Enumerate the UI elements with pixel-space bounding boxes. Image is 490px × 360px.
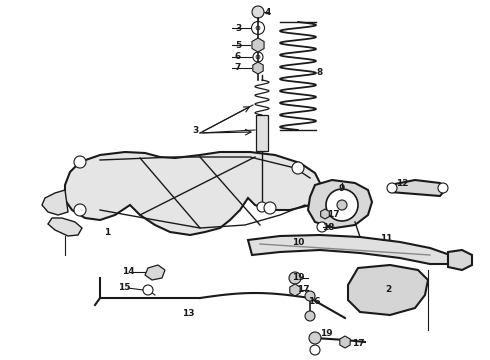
Text: 14: 14 bbox=[122, 267, 134, 276]
Circle shape bbox=[74, 204, 86, 216]
Text: 7: 7 bbox=[235, 63, 241, 72]
Text: 17: 17 bbox=[296, 285, 309, 294]
Polygon shape bbox=[340, 336, 350, 348]
Circle shape bbox=[387, 183, 397, 193]
Polygon shape bbox=[290, 284, 300, 296]
Text: 3: 3 bbox=[235, 23, 241, 32]
Circle shape bbox=[256, 26, 260, 30]
Polygon shape bbox=[252, 38, 264, 52]
Text: 19: 19 bbox=[292, 274, 304, 283]
Text: 15: 15 bbox=[118, 284, 130, 292]
Circle shape bbox=[438, 183, 448, 193]
Bar bbox=[256, 115, 268, 151]
Polygon shape bbox=[145, 265, 165, 280]
Polygon shape bbox=[48, 218, 82, 236]
Circle shape bbox=[310, 345, 320, 355]
Circle shape bbox=[252, 6, 264, 18]
Circle shape bbox=[337, 200, 347, 210]
Text: 17: 17 bbox=[327, 210, 339, 219]
Circle shape bbox=[143, 285, 153, 295]
Circle shape bbox=[256, 55, 260, 59]
Circle shape bbox=[253, 52, 263, 62]
Polygon shape bbox=[448, 250, 472, 270]
Text: 11: 11 bbox=[380, 234, 392, 243]
Circle shape bbox=[292, 162, 304, 174]
Text: 8: 8 bbox=[317, 68, 323, 77]
Text: 3: 3 bbox=[192, 126, 198, 135]
Circle shape bbox=[289, 272, 301, 284]
Text: 17: 17 bbox=[352, 338, 364, 347]
Text: 5: 5 bbox=[235, 41, 241, 50]
Circle shape bbox=[326, 189, 358, 221]
Text: 6: 6 bbox=[235, 51, 241, 60]
Text: 18: 18 bbox=[322, 222, 334, 231]
Text: 9: 9 bbox=[339, 184, 345, 193]
Text: 16: 16 bbox=[308, 297, 320, 306]
Text: 19: 19 bbox=[319, 328, 332, 338]
Circle shape bbox=[257, 202, 267, 212]
Polygon shape bbox=[390, 180, 445, 196]
Polygon shape bbox=[42, 190, 68, 215]
Circle shape bbox=[251, 22, 265, 35]
Circle shape bbox=[305, 291, 315, 301]
Circle shape bbox=[305, 311, 315, 321]
Text: 1: 1 bbox=[104, 228, 110, 237]
Polygon shape bbox=[308, 180, 372, 228]
Circle shape bbox=[309, 332, 321, 344]
Circle shape bbox=[74, 156, 86, 168]
Text: 2: 2 bbox=[385, 285, 391, 294]
Polygon shape bbox=[248, 235, 450, 264]
Circle shape bbox=[264, 202, 276, 214]
Polygon shape bbox=[253, 62, 263, 74]
Polygon shape bbox=[320, 209, 329, 219]
Polygon shape bbox=[65, 152, 320, 235]
Polygon shape bbox=[348, 265, 428, 315]
Text: 13: 13 bbox=[182, 309, 194, 318]
Text: 12: 12 bbox=[396, 179, 408, 188]
Circle shape bbox=[317, 222, 327, 232]
Text: 4: 4 bbox=[265, 8, 271, 17]
Text: 10: 10 bbox=[292, 238, 304, 247]
